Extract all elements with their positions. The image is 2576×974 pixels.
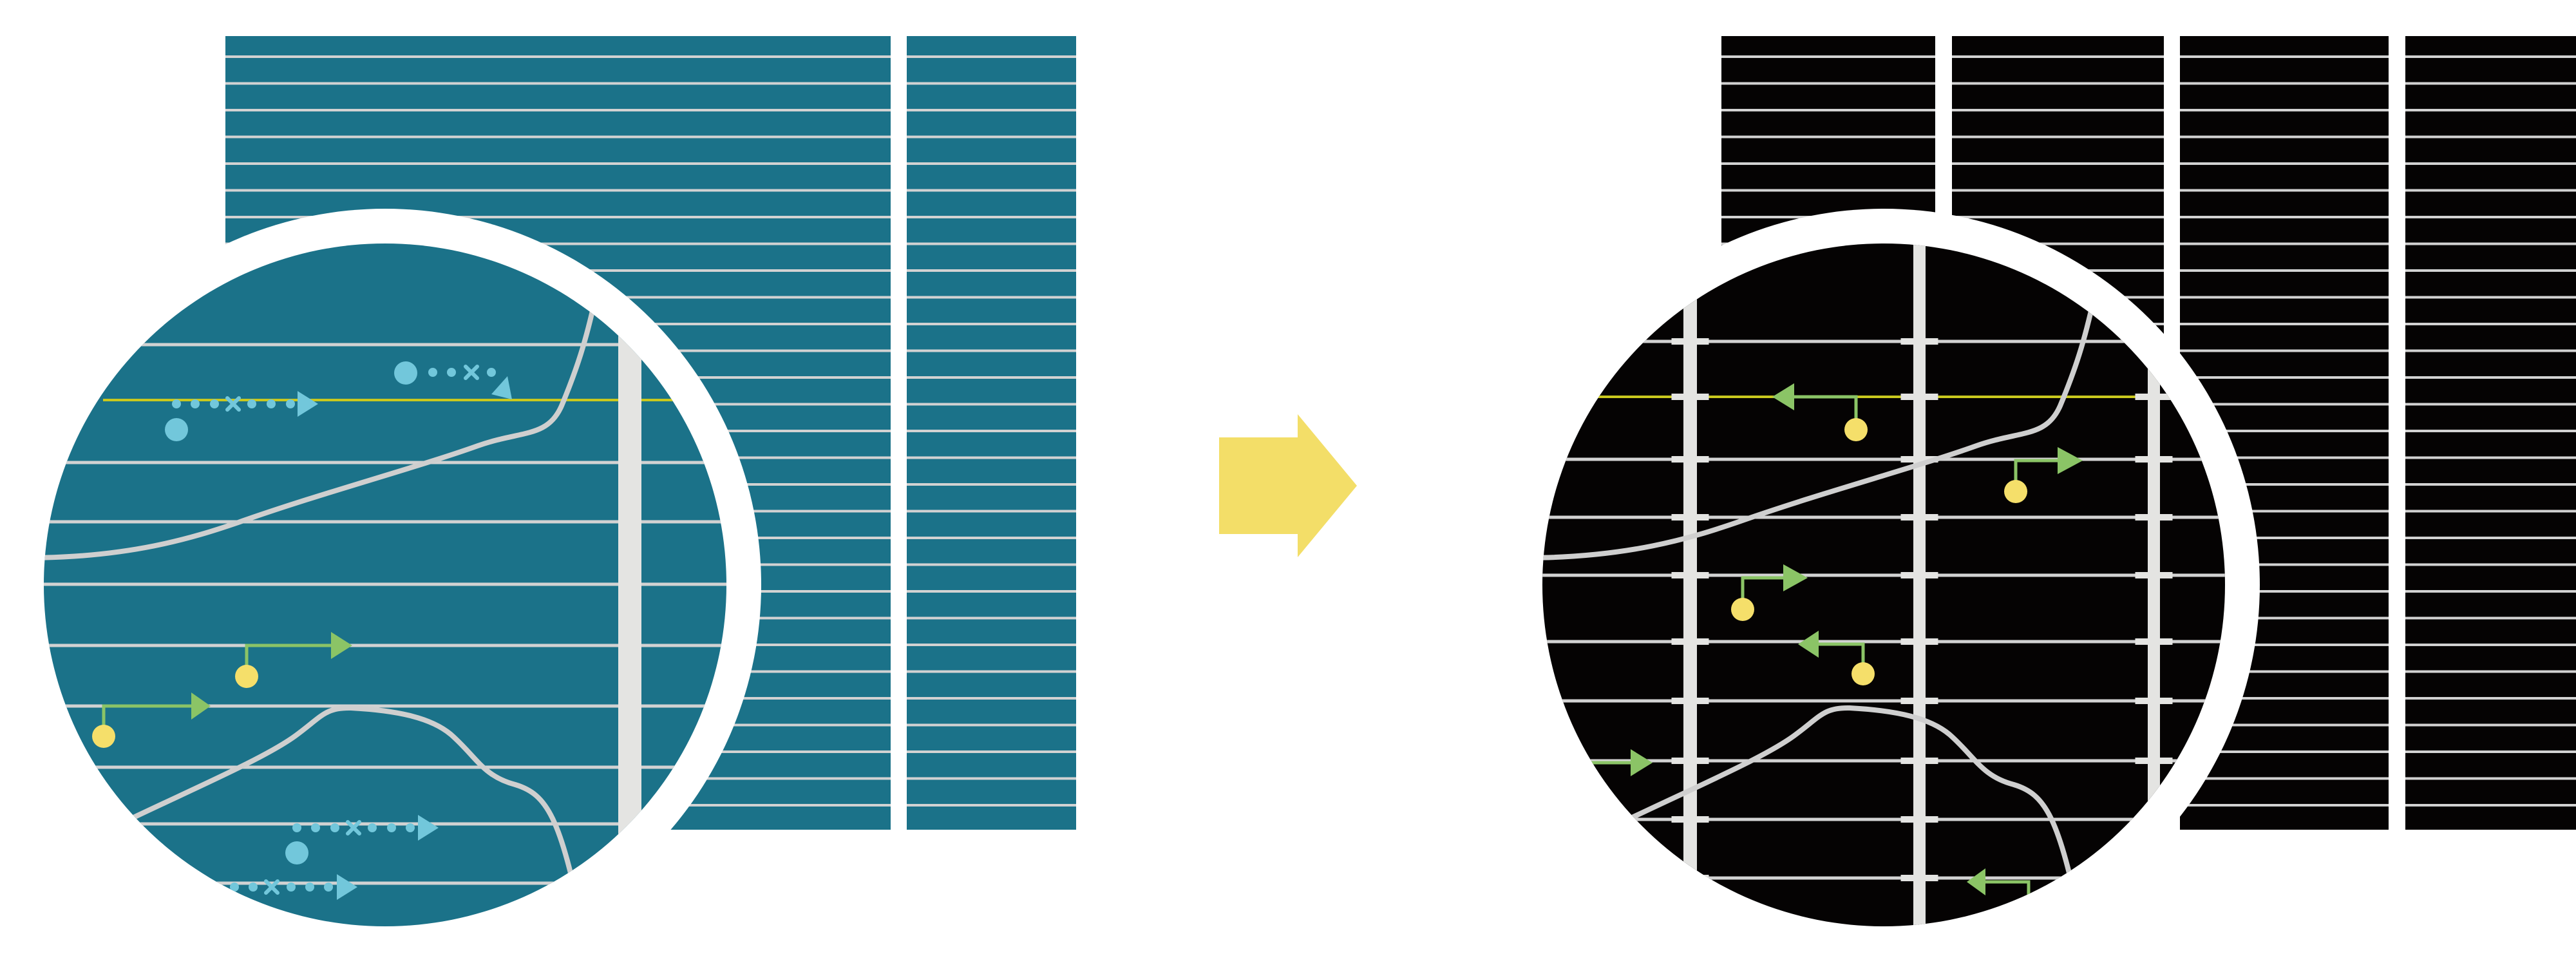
magnified-background [1542,244,2225,926]
magnified-view [1542,244,2225,926]
marker-origin-dot [285,841,308,864]
bar-tick [1900,456,1938,463]
bar-tick [2135,698,2173,704]
bar-tick [2135,572,2173,578]
bar-tick [1900,394,1938,400]
bar-tick [1900,816,1938,823]
bar-tick [2135,394,2173,400]
arrowhead-icon [298,391,318,417]
bar-tick [1671,816,1709,823]
bar-tick [1671,338,1709,345]
bar-tick [1900,698,1938,704]
bar-tick [1900,514,1938,520]
arrow-right-icon [1219,414,1357,557]
left-panel-before [9,36,1076,961]
arrow-right-icon [331,632,352,659]
yellow-dot [1844,418,1868,441]
right-panel-after [1508,36,2576,961]
cross-icon [346,820,361,836]
cross-icon [264,879,279,895]
bar-tick [1671,514,1709,520]
arrow-left-icon [1798,631,1819,658]
arrowhead-icon [491,376,512,399]
marker-dot [210,399,219,408]
marker-dot [249,883,258,892]
bar-tick [1900,875,1938,881]
marker-dot [286,399,295,408]
trajectory-curve [1542,296,2097,560]
marker-dot [230,883,239,892]
yellow-dot [235,665,258,688]
yellow-dot [1731,598,1754,621]
arrow-right-icon [1783,564,1808,591]
bar-tick [2135,758,2173,764]
marker-origin-dot [165,418,188,441]
marker-dot [287,883,296,892]
background-column [907,36,1076,830]
bar-tick [2135,875,2173,881]
marker-dot [368,823,377,832]
transition-arrow-icon [1219,414,1357,557]
bar-tick [1671,758,1709,764]
bar-tick [1671,698,1709,704]
cross-icon [464,365,479,380]
arrow-left-icon [1967,868,1985,895]
marker-dot [428,368,437,377]
bar-tick [1671,638,1709,645]
marker-dot [191,399,200,408]
trajectory-curve [76,705,585,926]
marker-dot [330,823,339,832]
marker-dot [487,368,496,377]
divider-bar [618,244,641,926]
marker-dot [447,368,456,377]
bar-tick [1671,456,1709,463]
yellow-dot [92,725,115,748]
cross-icon [225,396,241,412]
divider-bar [1683,244,1697,926]
arrow-right-icon [2058,447,2083,474]
bar-tick [1671,394,1709,400]
arrow-left-icon [1772,383,1794,410]
marker-dot [172,399,181,408]
arrow-right-icon [191,692,211,720]
background-column [2405,36,2576,830]
arrow-right-icon [1631,749,1653,776]
divider-bar [2148,244,2160,926]
yellow-dot [1852,662,1875,685]
arrowhead-icon [337,874,357,900]
arrowhead-icon [418,815,439,841]
trajectory-curve [1575,705,2084,926]
marker-dot [305,883,314,892]
bar-tick [2135,514,2173,520]
marker-dot [324,883,333,892]
marker-dot [387,823,396,832]
yellow-dot [2004,480,2027,503]
bar-tick [1671,572,1709,578]
marker-dot [311,823,320,832]
bar-tick [1900,638,1938,645]
marker-dot [247,399,256,408]
marker-origin-dot [394,361,417,385]
bar-tick [1900,572,1938,578]
marker-dot [267,399,276,408]
divider-bar [1913,244,1926,926]
marker-dot [292,823,301,832]
marker-dot [406,823,415,832]
bar-tick [2135,456,2173,463]
trajectory-curve [44,296,598,560]
bar-tick [1900,338,1938,345]
bar-tick [2135,638,2173,645]
bar-tick [1900,758,1938,764]
